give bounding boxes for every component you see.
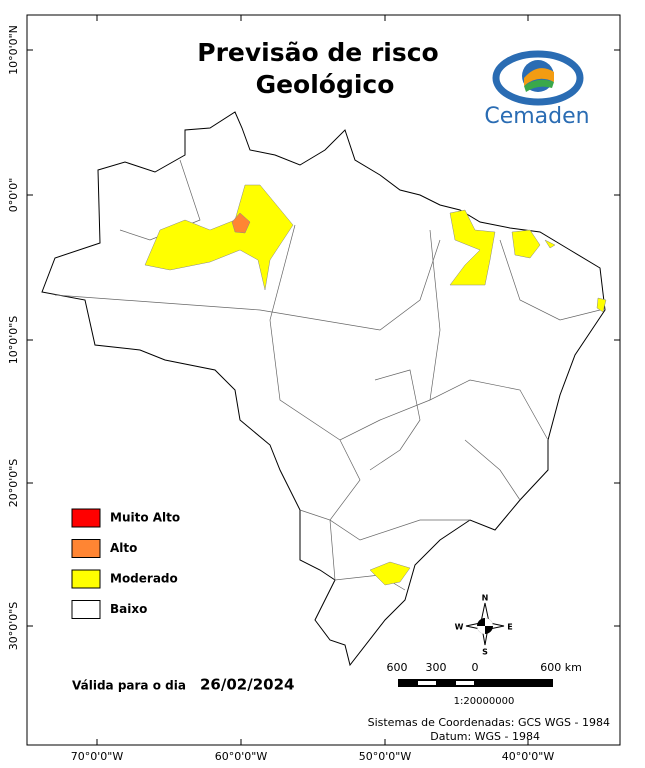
- validity-date: 26/02/2024: [200, 676, 294, 694]
- scale-ratio: 1:20000000: [454, 696, 515, 707]
- moderate-area: [596, 297, 607, 313]
- compass-letter: E: [507, 623, 512, 632]
- title: Geológico: [256, 70, 395, 99]
- legend-label: Alto: [110, 541, 137, 555]
- compass-letter: S: [482, 648, 488, 657]
- logo-text: Cemaden: [484, 104, 589, 129]
- legend-swatch: [71, 600, 101, 619]
- compass: N S E W: [455, 594, 513, 657]
- scale-label: 300: [426, 661, 447, 674]
- footer: Sistemas de Coordenadas: GCS WGS - 1984: [368, 716, 610, 729]
- moderate-area: [144, 184, 294, 291]
- legend-swatch: [71, 569, 101, 589]
- lon-label: 60°0'0"W: [215, 750, 268, 763]
- legend-label: Moderado: [110, 572, 178, 586]
- scale-bar: 600 300 0 600 km 1:20000000: [387, 661, 582, 707]
- moderate-area: [369, 561, 411, 586]
- lat-label: 10°0'0"S: [7, 316, 20, 365]
- moderate-area: [544, 239, 556, 249]
- legend-swatch: [71, 508, 101, 528]
- lon-label: 50°0'0"W: [359, 750, 412, 763]
- compass-letter: W: [455, 623, 464, 632]
- lat-label: 20°0'0"S: [7, 459, 20, 508]
- legend: Muito Alto Alto Moderado Baixo: [71, 508, 180, 619]
- logo: Cemaden: [484, 50, 590, 129]
- risk-areas: [144, 184, 607, 586]
- moderate-area: [449, 209, 496, 286]
- scale-label: 600 km: [540, 661, 582, 674]
- lon-label: 40°0'0"W: [502, 750, 555, 763]
- graticule-ticks: 10°0'0"N 0°0'0" 10°0'0"S 20°0'0"S 30°0'0"S 70…: [7, 15, 620, 763]
- legend-label: Baixo: [110, 602, 147, 616]
- lat-label: 0°0'0": [7, 178, 20, 213]
- lon-label: 70°0'0"W: [71, 750, 124, 763]
- scale-label: 600: [387, 661, 408, 674]
- legend-swatch: [71, 539, 101, 558]
- footer: Datum: WGS - 1984: [430, 730, 540, 743]
- compass-letter: N: [482, 594, 489, 603]
- lat-label: 10°0'0"N: [7, 25, 20, 75]
- validity-label: Válida para o dia: [72, 679, 186, 693]
- high-area: [231, 212, 251, 234]
- legend-label: Muito Alto: [110, 511, 180, 525]
- lat-label: 30°0'0"S: [7, 602, 20, 651]
- scale-label: 0: [472, 661, 479, 674]
- title: Previsão de risco: [197, 38, 438, 67]
- moderate-area: [511, 229, 541, 259]
